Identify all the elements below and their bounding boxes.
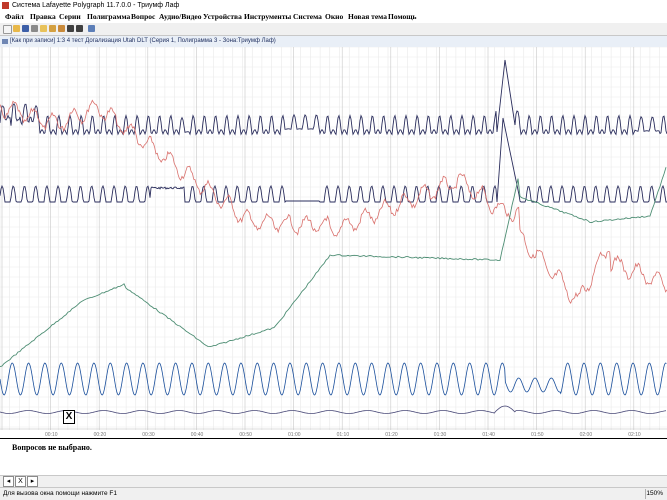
nav-bar: ◂ X ▸ [0, 475, 667, 487]
time-tick-label: 00:10 [45, 432, 58, 438]
cursor-icon[interactable] [88, 25, 95, 32]
nav-next-button[interactable]: ▸ [27, 476, 38, 487]
new-icon[interactable] [3, 25, 12, 34]
document-title: [Как при записи] 1:3 4 тест Догализация … [10, 38, 276, 44]
menu-bar: Файл Правка Серии Полиграмма Вопрос Ауди… [0, 11, 667, 23]
time-tick-label: 01:20 [385, 432, 398, 438]
print-icon[interactable] [31, 25, 38, 32]
time-tick-label: 02:10 [628, 432, 641, 438]
settings-icon[interactable] [58, 25, 65, 32]
time-tick-label: 00:50 [239, 432, 252, 438]
time-tick-label: 01:50 [531, 432, 544, 438]
menu-window[interactable]: Окно [325, 12, 344, 21]
time-tick-label: 01:30 [434, 432, 447, 438]
status-text: Для вызова окна помощи нажмите F1 [3, 490, 118, 497]
nav-marker-button[interactable]: X [15, 476, 26, 487]
chart-canvas: 00:10 00:20 00:30 00:40 00:50 01:00 01:10 01:20… [0, 47, 667, 438]
menu-new-topic[interactable]: Новая тема [348, 12, 387, 21]
time-tick-label: 00:20 [94, 432, 107, 438]
lower-respiration-trace [0, 117, 667, 203]
menu-file[interactable]: Файл [5, 12, 24, 21]
question-marker[interactable]: X [63, 410, 75, 424]
cardio-trace [0, 99, 667, 304]
record-icon[interactable] [67, 25, 74, 32]
toolbar [0, 23, 667, 36]
status-bar: Для вызова окна помощи нажмите F1 150% [0, 487, 667, 500]
time-tick-label: 02:00 [580, 432, 593, 438]
menu-help[interactable]: Помощь [388, 12, 417, 21]
chart-icon[interactable] [49, 25, 56, 32]
activity-trace [0, 405, 667, 414]
menu-series[interactable]: Серии [59, 12, 81, 21]
menu-tools[interactable]: Инструменты [244, 12, 292, 21]
menu-question[interactable]: Вопрос [131, 12, 156, 21]
document-icon [2, 39, 8, 44]
polygraph-chart[interactable]: 00:10 00:20 00:30 00:40 00:50 01:00 01:10 01:20… [0, 47, 667, 438]
stop-icon[interactable] [76, 25, 83, 32]
time-tick-label: 01:40 [482, 432, 495, 438]
save-icon[interactable] [22, 25, 29, 32]
window-title: Система Lafayette Polygraph 11.7.0.0 - Т… [12, 2, 180, 9]
upper-respiration-trace [0, 59, 667, 136]
menu-polygram[interactable]: Полиграмма [87, 12, 131, 21]
nav-prev-button[interactable]: ◂ [3, 476, 14, 487]
plethysmograph-trace [0, 362, 667, 396]
eda-trace [0, 167, 667, 368]
open-icon[interactable] [13, 25, 20, 32]
time-tick-label: 00:30 [142, 432, 155, 438]
folder-icon[interactable] [40, 25, 47, 32]
menu-audio-video[interactable]: Аудио/Видео [159, 12, 202, 21]
question-panel: Вопросов не выбрано. [0, 438, 667, 476]
app-icon [2, 2, 9, 9]
title-bar: Система Lafayette Polygraph 11.7.0.0 - Т… [0, 0, 667, 11]
question-status: Вопросов не выбрано. [12, 443, 92, 452]
time-tick-label: 00:40 [191, 432, 204, 438]
time-tick-label: 01:00 [288, 432, 301, 438]
menu-system[interactable]: Система [293, 12, 322, 21]
menu-edit[interactable]: Правка [30, 12, 56, 21]
time-tick-label: 01:10 [337, 432, 350, 438]
status-separator [645, 489, 646, 499]
zoom-level: 150% [646, 490, 663, 497]
menu-devices[interactable]: Устройства [203, 12, 242, 21]
